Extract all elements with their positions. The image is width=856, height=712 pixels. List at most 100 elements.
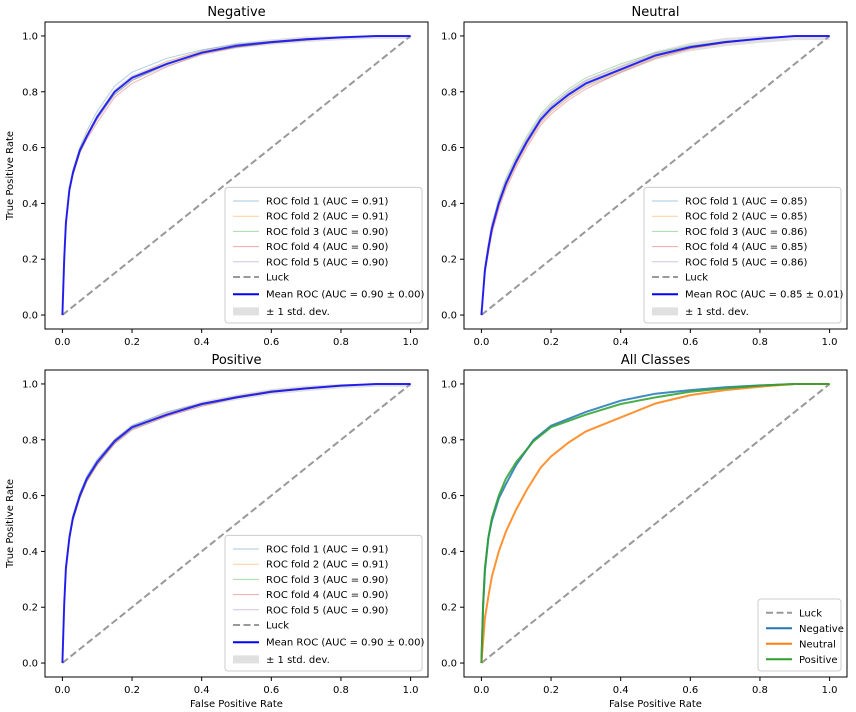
plot-area: [480, 35, 831, 316]
x-tick-label: 0.6: [682, 685, 698, 696]
legend-label: ROC fold 1 (AUC = 0.85): [685, 197, 808, 208]
legend-std-swatch: [233, 655, 259, 664]
legend: ROC fold 1 (AUC = 0.85) ROC fold 2 (AUC =…: [643, 186, 843, 324]
x-tick-label: 0.2: [543, 337, 559, 348]
legend-std-swatch: [652, 307, 678, 316]
y-tick-label: 0.8: [22, 435, 38, 446]
y-axis-label: True Positive Rate: [5, 479, 16, 569]
x-tick-label: 0.8: [333, 685, 349, 696]
x-tick-label: 0.8: [752, 337, 768, 348]
legend-label: ROC fold 1 (AUC = 0.91): [266, 197, 389, 208]
legend-label: Mean ROC (AUC = 0.85 ± 0.01): [685, 290, 843, 301]
legend-std-swatch: [233, 307, 259, 316]
y-tick-label: 0.8: [441, 435, 457, 446]
y-tick-label: 0.4: [441, 547, 457, 558]
x-tick-label: 0.0: [54, 685, 70, 696]
legend: ROC fold 1 (AUC = 0.91) ROC fold 2 (AUC =…: [224, 534, 424, 672]
legend: Luck Negative Neutral Positive: [757, 598, 844, 672]
x-tick-label: 0.6: [682, 337, 698, 348]
x-tick-label: 0.4: [613, 685, 629, 696]
legend-label: Positive: [799, 655, 838, 666]
y-tick-label: 0.2: [22, 603, 38, 614]
mean-roc-line: [480, 35, 830, 316]
y-tick-label: 0.8: [441, 87, 457, 98]
axes-frame: [44, 21, 429, 330]
y-tick-label: 0.2: [22, 255, 38, 266]
y-tick-label: 1.0: [22, 379, 38, 390]
chart-title: Negative: [207, 5, 265, 20]
axes-frame: [463, 21, 848, 330]
y-axis-label: True Positive Rate: [5, 131, 16, 221]
luck-line: [480, 383, 831, 664]
legend-label: ± 1 std. dev.: [266, 307, 330, 318]
y-tick-label: 0.4: [22, 199, 38, 210]
y-tick-label: 1.0: [22, 31, 38, 42]
x-tick-label: 0.0: [54, 337, 70, 348]
legend-label: ROC fold 5 (AUC = 0.86): [685, 257, 808, 268]
axes-frame: [463, 369, 848, 678]
x-tick-label: 0.6: [263, 685, 279, 696]
x-tick-label: 1.0: [403, 685, 419, 696]
legend-box: [224, 186, 423, 324]
legend-label: Mean ROC (AUC = 0.90 ± 0.00): [266, 638, 424, 649]
y-tick-label: 0.0: [22, 659, 38, 670]
y-tick-label: 0.6: [22, 491, 38, 502]
legend-label: ROC fold 4 (AUC = 0.90): [266, 590, 389, 601]
chart-panel-1: Negative 0.0 0.2 0.4 0.6 0.8 1.0 0.0 0.2 0.4 0.6 0.…: [5, 5, 429, 348]
chart-panels: Negative 0.0 0.2 0.4 0.6 0.8 1.0 0.0 0.2 0.4 0.6 0.…: [5, 5, 848, 710]
luck-line: [480, 35, 831, 316]
y-tick-label: 0.4: [441, 199, 457, 210]
x-tick-label: 0.2: [124, 685, 140, 696]
luck-line: [61, 35, 412, 316]
plot-area: [61, 383, 412, 664]
chart-title: All Classes: [621, 353, 690, 368]
legend-label: Luck: [266, 621, 289, 632]
chart-panel-4: All Classes 0.0 0.2 0.4 0.6 0.8 1.0 0.0 0.2 0.4 0.…: [441, 353, 848, 710]
legend-label: Luck: [266, 273, 289, 284]
y-tick-label: 0.0: [22, 311, 38, 322]
legend-label: ROC fold 4 (AUC = 0.85): [685, 242, 808, 253]
x-tick-label: 0.6: [263, 337, 279, 348]
x-tick-label: 0.2: [124, 337, 140, 348]
legend-label: ROC fold 5 (AUC = 0.90): [266, 605, 389, 616]
mean-roc-line: [61, 383, 411, 664]
y-tick-label: 0.6: [22, 143, 38, 154]
legend-label: ROC fold 1 (AUC = 0.91): [266, 545, 389, 556]
axes-frame: [44, 369, 429, 678]
plot-area: [61, 35, 412, 316]
y-tick-label: 1.0: [441, 379, 457, 390]
legend-label: Luck: [685, 273, 708, 284]
legend-box: [643, 186, 842, 324]
chart-title: Positive: [211, 353, 261, 368]
legend-label: ROC fold 3 (AUC = 0.86): [685, 227, 808, 238]
y-tick-label: 0.0: [441, 659, 457, 670]
x-tick-label: 1.0: [822, 685, 838, 696]
legend-label: Neutral: [799, 639, 836, 650]
x-tick-label: 0.0: [473, 685, 489, 696]
chart-panel-2: Neutral 0.0 0.2 0.4 0.6 0.8 1.0 0.0 0.2 0.4 0.6 0.8…: [441, 5, 848, 348]
y-tick-label: 0.2: [441, 255, 457, 266]
y-tick-label: 0.2: [441, 603, 457, 614]
legend-label: ROC fold 4 (AUC = 0.90): [266, 242, 389, 253]
legend-label: ROC fold 2 (AUC = 0.91): [266, 560, 389, 571]
x-tick-label: 0.8: [752, 685, 768, 696]
x-tick-label: 0.8: [333, 337, 349, 348]
x-tick-label: 0.4: [194, 337, 210, 348]
series-positive-line: [480, 383, 830, 664]
legend-label: Luck: [799, 608, 822, 619]
legend-label: ROC fold 3 (AUC = 0.90): [266, 575, 389, 586]
mean-roc-line: [61, 35, 411, 316]
plot-area: [480, 383, 831, 664]
chart-title: Neutral: [632, 5, 680, 20]
legend-label: ROC fold 3 (AUC = 0.90): [266, 227, 389, 238]
legend-box: [224, 534, 423, 672]
y-tick-label: 0.0: [441, 311, 457, 322]
y-tick-label: 0.6: [441, 491, 457, 502]
legend-label: ± 1 std. dev.: [266, 655, 330, 666]
legend-label: ROC fold 5 (AUC = 0.90): [266, 257, 389, 268]
chart-panel-3: Positive 0.0 0.2 0.4 0.6 0.8 1.0 0.0 0.2 0.4 0.6 0.…: [5, 353, 429, 710]
x-axis-label: False Positive Rate: [190, 699, 283, 710]
x-axis-label: False Positive Rate: [609, 699, 702, 710]
x-tick-label: 0.0: [473, 337, 489, 348]
